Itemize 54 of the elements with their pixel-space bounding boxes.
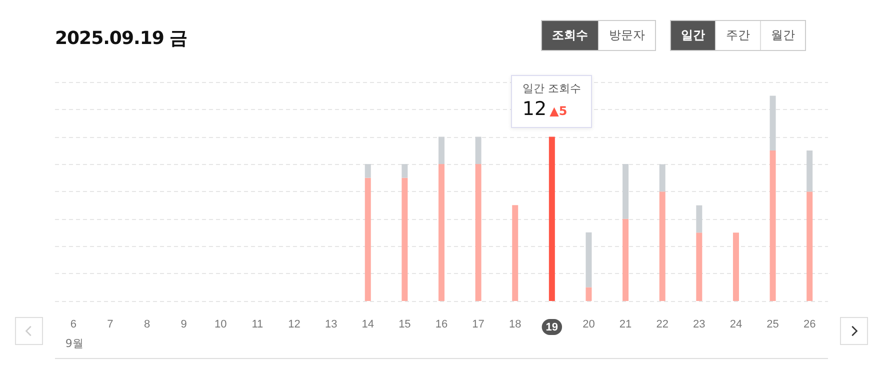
bar — [475, 136, 482, 164]
bar — [622, 218, 629, 301]
text: 방문자 — [598, 21, 655, 50]
bar — [402, 178, 408, 301]
x-tick-label: 9 — [180, 318, 187, 330]
annotation: 12 — [522, 98, 547, 120]
x-tick-label: 19 — [546, 322, 558, 334]
bar — [364, 178, 371, 301]
x-tick-label: 16 — [435, 318, 448, 330]
bar — [770, 150, 776, 301]
bar — [586, 232, 592, 288]
bar — [438, 136, 444, 164]
bar — [622, 164, 629, 219]
x-tick-label: 21 — [619, 318, 632, 330]
bar — [475, 164, 482, 301]
bar — [659, 192, 666, 301]
bar — [364, 164, 371, 178]
x-tick-label: 10 — [214, 318, 227, 330]
annotation: ▲5 — [550, 104, 568, 118]
x-tick-label: 14 — [362, 318, 374, 330]
text: 일간 — [671, 21, 715, 50]
bar — [696, 205, 702, 233]
bar — [512, 205, 518, 301]
x-tick-label: 24 — [730, 318, 742, 330]
bar — [402, 164, 408, 178]
text: 조회수 — [542, 21, 598, 50]
x-tick-label: 6 — [70, 318, 76, 330]
x-tick-label: 8 — [144, 318, 150, 330]
bar — [806, 192, 813, 301]
x-tick-label: 18 — [508, 318, 522, 330]
bar — [770, 96, 776, 151]
x-tick-label: 22 — [656, 318, 668, 330]
x-tick-label: 11 — [252, 318, 264, 330]
bar — [659, 164, 666, 192]
x-tick-label: 12 — [288, 318, 300, 330]
bar — [438, 164, 444, 301]
x-tick-label: 26 — [803, 318, 816, 330]
x-tick-label: 17 — [472, 318, 484, 330]
x-tick-label: 7 — [107, 318, 114, 330]
x-tick-label: 25 — [766, 318, 779, 330]
bar — [548, 136, 555, 301]
chart-title: 2025.09.19 금 — [55, 27, 188, 50]
x-tick-label: 23 — [693, 318, 706, 330]
x-tick-label: 15 — [398, 318, 411, 330]
bar — [732, 232, 739, 301]
x-tick-label: 20 — [582, 318, 595, 330]
text: 월간 — [760, 21, 805, 50]
text: 주간 — [715, 21, 760, 50]
bar — [696, 232, 702, 301]
bar — [806, 150, 813, 192]
text: 일간 조회수 — [522, 80, 581, 96]
x-tick-label: 13 — [324, 318, 338, 330]
bar — [586, 287, 592, 301]
text: 9월 — [65, 336, 84, 351]
